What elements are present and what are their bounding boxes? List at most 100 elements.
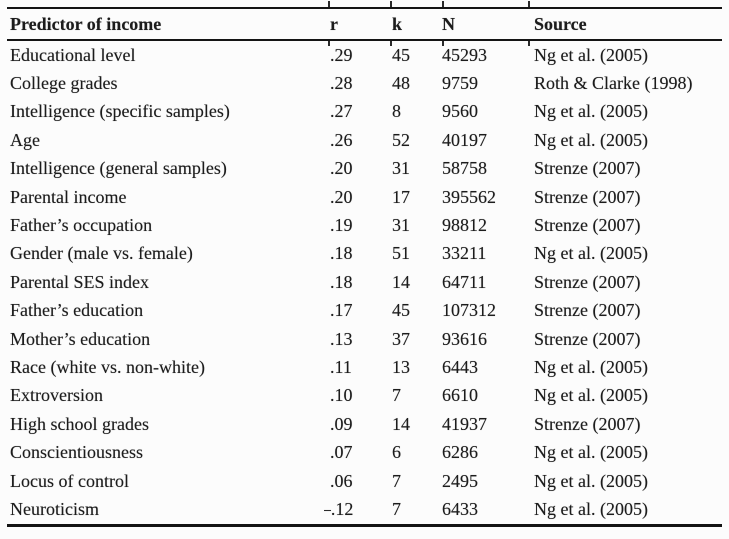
cell-k: 45 bbox=[392, 300, 410, 321]
cell-predictor: Father’s education bbox=[10, 300, 144, 321]
cell-n: 6610 bbox=[442, 385, 478, 406]
cell-source: Ng et al. (2005) bbox=[534, 44, 648, 65]
cell-n: 45293 bbox=[442, 44, 487, 65]
cell-n: 395562 bbox=[442, 186, 496, 207]
cell-predictor: Locus of control bbox=[10, 470, 129, 491]
cell-r: .07 bbox=[330, 442, 353, 463]
column-divider-tick bbox=[442, 41, 444, 46]
cell-source: Ng et al. (2005) bbox=[534, 129, 648, 150]
cell-r: .20 bbox=[330, 186, 353, 207]
cell-r: .19 bbox=[330, 215, 353, 236]
cell-k: 17 bbox=[392, 186, 410, 207]
cell-predictor: High school grades bbox=[10, 413, 149, 434]
cell-r: .18 bbox=[330, 243, 353, 264]
cell-k: 6 bbox=[392, 442, 401, 463]
cell-predictor: Gender (male vs. female) bbox=[10, 243, 193, 264]
table-row: Extroversion .10 7 6610 Ng et al. (2005) bbox=[7, 382, 722, 410]
cell-n: 33211 bbox=[442, 243, 487, 264]
cell-r: .17 bbox=[330, 300, 353, 321]
cell-source: Ng et al. (2005) bbox=[534, 101, 648, 122]
header-r: r bbox=[324, 8, 386, 41]
cell-k: 37 bbox=[392, 328, 410, 349]
cell-r: .06 bbox=[330, 470, 353, 491]
cell-k: 13 bbox=[392, 356, 410, 377]
cell-source: Ng et al. (2005) bbox=[534, 385, 648, 406]
table-row: Intelligence (specific samples) .27 8 95… bbox=[7, 98, 722, 126]
cell-r: .28 bbox=[330, 73, 353, 94]
cell-k: 7 bbox=[392, 470, 401, 491]
table-row: Educational level .29 45 45293 Ng et al.… bbox=[7, 40, 722, 69]
table-row: Intelligence (general samples) .20 31 58… bbox=[7, 155, 722, 183]
table-row: Neuroticism –.12 7 6433 Ng et al. (2005) bbox=[7, 495, 722, 525]
header-k: k bbox=[386, 8, 436, 41]
table-body: Educational level .29 45 45293 Ng et al.… bbox=[7, 40, 722, 525]
cell-k: 51 bbox=[392, 243, 410, 264]
column-divider-tick bbox=[442, 1, 444, 7]
cell-n: 107312 bbox=[442, 300, 496, 321]
cell-k: 14 bbox=[392, 271, 410, 292]
cell-r: .11 bbox=[330, 356, 352, 377]
cell-n: 9759 bbox=[442, 73, 478, 94]
cell-k: 7 bbox=[392, 385, 401, 406]
cell-n: 41937 bbox=[442, 413, 487, 434]
table-row: Age .26 52 40197 Ng et al. (2005) bbox=[7, 126, 722, 154]
column-divider-tick bbox=[528, 41, 530, 46]
cell-source: Strenze (2007) bbox=[534, 158, 641, 179]
cell-predictor: Conscientiousness bbox=[10, 442, 143, 463]
cell-predictor: Mother’s education bbox=[10, 328, 151, 349]
cell-source: Strenze (2007) bbox=[534, 413, 641, 434]
cell-n: 9560 bbox=[442, 101, 478, 122]
cell-n: 64711 bbox=[442, 271, 487, 292]
cell-predictor: Race (white vs. non-white) bbox=[10, 356, 205, 377]
cell-r: .27 bbox=[330, 101, 353, 122]
table-row: Gender (male vs. female) .18 51 33211 Ng… bbox=[7, 240, 722, 268]
table-row: Conscientiousness .07 6 6286 Ng et al. (… bbox=[7, 438, 722, 466]
cell-source: Strenze (2007) bbox=[534, 271, 641, 292]
cell-n: 93616 bbox=[442, 328, 487, 349]
cell-source: Strenze (2007) bbox=[534, 186, 641, 207]
table-row: Parental SES index .18 14 64711 Strenze … bbox=[7, 268, 722, 296]
cell-predictor: Educational level bbox=[10, 44, 136, 65]
cell-source: Strenze (2007) bbox=[534, 328, 641, 349]
cell-source: Roth & Clarke (1998) bbox=[534, 73, 693, 94]
cell-n: 6286 bbox=[442, 442, 478, 463]
table-row: College grades .28 48 9759 Roth & Clarke… bbox=[7, 69, 722, 97]
table-row: Mother’s education .13 37 93616 Strenze … bbox=[7, 325, 722, 353]
cell-predictor: Intelligence (specific samples) bbox=[10, 101, 230, 122]
cell-n: 2495 bbox=[442, 470, 478, 491]
cell-k: 14 bbox=[392, 413, 410, 434]
cell-predictor: Age bbox=[10, 129, 40, 150]
header-source: Source bbox=[528, 8, 722, 41]
cell-r: .09 bbox=[330, 413, 353, 434]
header-row: Predictor of income r k N Source bbox=[7, 8, 722, 41]
cell-r: .13 bbox=[330, 328, 353, 349]
income-predictors-table: Predictor of income r k N Source Educati… bbox=[7, 1, 722, 527]
header-predictor: Predictor of income bbox=[7, 8, 324, 41]
cell-n: 98812 bbox=[442, 215, 487, 236]
cell-predictor: College grades bbox=[10, 73, 118, 94]
table: Predictor of income r k N Source Educati… bbox=[7, 7, 722, 527]
cell-k: 52 bbox=[392, 129, 410, 150]
cell-predictor: Father’s occupation bbox=[10, 215, 153, 236]
table-row: Parental income .20 17 395562 Strenze (2… bbox=[7, 183, 722, 211]
cell-n: 6443 bbox=[442, 356, 478, 377]
table-row: Father’s education .17 45 107312 Strenze… bbox=[7, 297, 722, 325]
table-row: Locus of control .06 7 2495 Ng et al. (2… bbox=[7, 467, 722, 495]
cell-source: Ng et al. (2005) bbox=[534, 470, 648, 491]
column-divider-tick bbox=[528, 1, 530, 7]
cell-source: Ng et al. (2005) bbox=[534, 498, 648, 519]
cell-predictor: Intelligence (general samples) bbox=[10, 158, 227, 179]
cell-n: 58758 bbox=[442, 158, 487, 179]
cell-k: 48 bbox=[392, 73, 410, 94]
column-divider-tick bbox=[328, 1, 330, 7]
column-divider-tick bbox=[390, 41, 392, 46]
cell-source: Ng et al. (2005) bbox=[534, 442, 648, 463]
cell-k: 31 bbox=[392, 158, 410, 179]
cell-k: 45 bbox=[392, 44, 410, 65]
cell-predictor: Extroversion bbox=[10, 385, 103, 406]
column-divider-tick bbox=[328, 41, 330, 46]
column-divider-tick bbox=[390, 1, 392, 7]
table-header: Predictor of income r k N Source bbox=[7, 8, 722, 41]
cell-source: Ng et al. (2005) bbox=[534, 356, 648, 377]
cell-n: 6433 bbox=[442, 498, 478, 519]
